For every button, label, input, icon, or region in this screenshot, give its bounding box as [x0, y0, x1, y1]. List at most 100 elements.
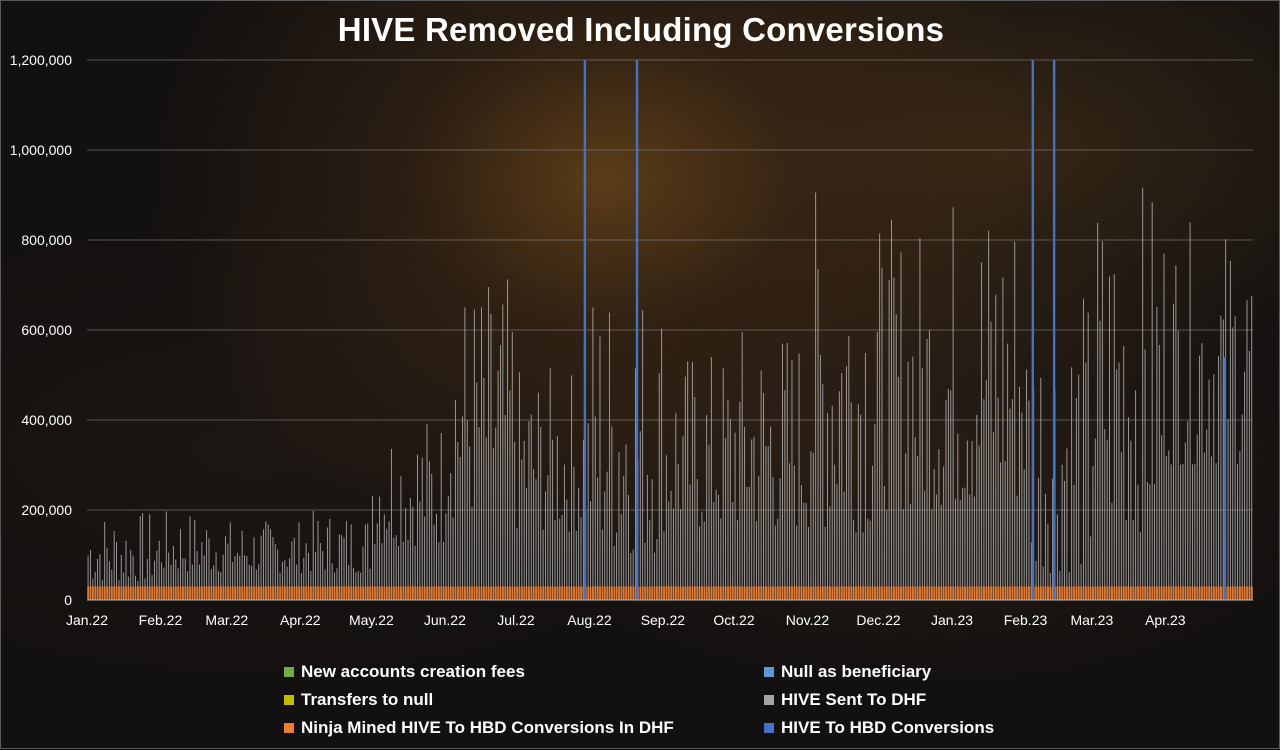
dhf-bar — [1184, 442, 1186, 600]
ninja-bar — [331, 586, 334, 600]
legend-label: New accounts creation fees — [301, 662, 525, 681]
ninja-bar — [407, 586, 410, 600]
ninja-bar — [793, 586, 796, 600]
dhf-bar — [310, 570, 312, 600]
dhf-bar — [1161, 435, 1163, 600]
ninja-bar — [366, 586, 369, 600]
ninja-bar — [231, 586, 234, 600]
dhf-bar — [672, 508, 674, 600]
ninja-bar — [314, 586, 317, 600]
dhf-bar — [336, 568, 338, 600]
dhf-bar — [997, 397, 999, 600]
ninja-bar — [345, 586, 348, 600]
ninja-bar — [911, 586, 914, 600]
dhf-bar — [1009, 408, 1011, 600]
dhf-bar — [800, 484, 802, 600]
ninja-bar — [1042, 586, 1045, 600]
dhf-bar — [514, 441, 516, 600]
ninja-bar — [1248, 586, 1251, 600]
dhf-bar — [1208, 379, 1210, 600]
dhf-bar — [1227, 419, 1229, 600]
ninja-bar — [340, 586, 343, 600]
dhf-bar — [995, 294, 997, 600]
ninja-bar — [871, 586, 874, 600]
dhf-bar — [594, 416, 596, 600]
ninja-bar — [317, 586, 320, 600]
dhf-bar — [578, 488, 580, 600]
dhf-bar — [1218, 356, 1220, 600]
ninja-bar — [729, 586, 732, 600]
ninja-bar — [618, 586, 621, 600]
ninja-bar — [312, 586, 315, 600]
ninja-bar — [165, 586, 168, 600]
dhf-bar — [1014, 241, 1016, 600]
ninja-bar — [362, 586, 365, 600]
dhf-bar — [798, 353, 800, 600]
dhf-bar — [298, 522, 300, 600]
dhf-bar — [618, 452, 620, 600]
ninja-bar — [388, 586, 391, 600]
ninja-bar — [1044, 586, 1047, 600]
dhf-bar — [568, 531, 570, 600]
dhf-bar — [1137, 484, 1139, 600]
ninja-bar — [1205, 586, 1208, 600]
dhf-bar — [526, 487, 528, 600]
ninja-bar — [381, 586, 384, 600]
dhf-bar — [1026, 369, 1028, 600]
ninja-bar — [1236, 586, 1239, 600]
dhf-bar — [563, 464, 565, 600]
ninja-bar — [504, 586, 507, 600]
dhf-bar — [305, 543, 307, 600]
ninja-bar — [568, 586, 571, 600]
ninja-bar — [87, 586, 90, 600]
ninja-bar — [1025, 586, 1028, 600]
dhf-bar — [89, 549, 91, 600]
ninja-bar — [1129, 586, 1132, 600]
ninja-bar — [184, 586, 187, 600]
ninja-bar — [828, 586, 831, 600]
ninja-bar — [319, 586, 322, 600]
dhf-bar — [462, 416, 464, 600]
dhf-bar — [774, 525, 776, 600]
dhf-bar — [751, 439, 753, 600]
dhf-bar — [720, 518, 722, 600]
ninja-bar — [449, 586, 452, 600]
ninja-bar — [1049, 586, 1052, 600]
ninja-bar — [892, 586, 895, 600]
ninja-bar — [279, 586, 282, 600]
ninja-bar — [1058, 586, 1061, 600]
ninja-bar — [1118, 586, 1121, 600]
dhf-bar — [990, 321, 992, 600]
dhf-bar — [1201, 343, 1203, 600]
dhf-bar — [270, 529, 272, 600]
dhf-bar — [1097, 222, 1099, 600]
dhf-bar — [793, 465, 795, 600]
ninja-bar — [350, 586, 353, 600]
ninja-bar — [89, 586, 92, 600]
dhf-bar — [184, 558, 186, 600]
dhf-bar — [658, 373, 660, 600]
dhf-bar — [549, 368, 551, 600]
dhf-bar — [1113, 274, 1115, 600]
dhf-bar — [400, 476, 402, 600]
dhf-bar — [165, 511, 167, 600]
dhf-bar — [319, 543, 321, 600]
y-tick-label: 400,000 — [21, 412, 72, 428]
dhf-bar — [1251, 296, 1253, 600]
dhf-bar — [1234, 316, 1236, 600]
dhf-bar — [374, 543, 376, 600]
dhf-bar — [850, 402, 852, 600]
dhf-bar — [909, 503, 911, 600]
ninja-bar — [445, 586, 448, 600]
conversion-spikes — [583, 60, 1226, 600]
dhf-bar — [736, 520, 738, 600]
dhf-bar — [715, 489, 717, 600]
ninja-bar — [817, 586, 820, 600]
dhf-bar — [1173, 303, 1174, 600]
legend-label: Null as beneficiary — [781, 662, 932, 681]
dhf-bar — [244, 555, 245, 600]
ninja-bar — [1035, 586, 1038, 600]
ninja-bar — [501, 586, 504, 600]
ninja-bar — [397, 586, 400, 600]
ninja-bar — [539, 586, 542, 600]
